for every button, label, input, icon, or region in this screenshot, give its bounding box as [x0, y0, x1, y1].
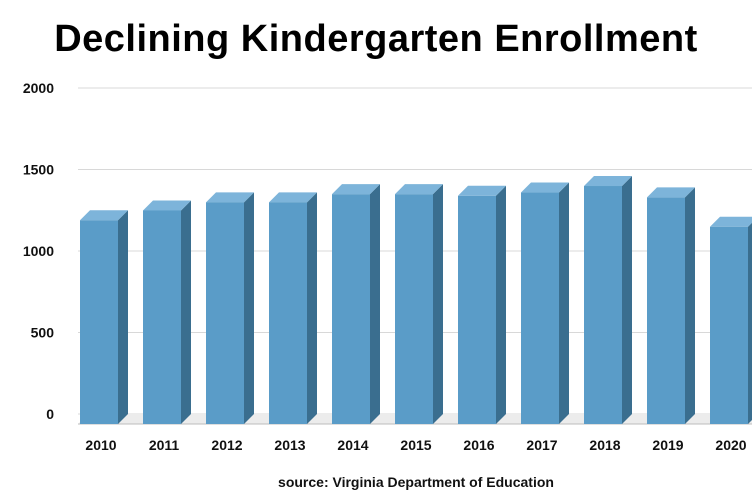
bar-side — [622, 176, 632, 424]
x-tick-label: 2015 — [400, 437, 431, 453]
bar-2020 — [710, 216, 752, 424]
bar-side — [496, 185, 506, 424]
bar-2017 — [521, 182, 569, 424]
x-tick-label: 2019 — [652, 437, 683, 453]
bar-side — [118, 210, 128, 424]
x-tick-label: 2017 — [526, 437, 557, 453]
bar-top — [395, 184, 443, 195]
bar-side — [307, 192, 317, 424]
x-tick-label: 2011 — [149, 437, 180, 453]
bar-top — [458, 185, 506, 196]
bar-side — [748, 222, 752, 424]
bar-front — [80, 220, 118, 424]
bar-front — [710, 226, 748, 424]
bar-top — [332, 184, 380, 195]
bar-side — [181, 200, 191, 424]
y-tick-label: 500 — [31, 325, 55, 341]
bar-2013 — [269, 192, 317, 424]
bar-front — [521, 192, 559, 424]
bar-front — [458, 195, 496, 424]
bar-front — [269, 202, 307, 424]
bar-top — [584, 176, 632, 187]
bar-front — [395, 194, 433, 424]
bar-front — [647, 197, 685, 424]
bar-2014 — [332, 184, 380, 424]
source-note: source: Virginia Department of Education — [278, 474, 554, 490]
x-tick-label: 2012 — [211, 437, 242, 453]
bar-2010 — [80, 210, 128, 424]
chart-title: Declining Kindergarten Enrollment — [54, 18, 698, 60]
bar-2018 — [584, 176, 632, 424]
bar-side — [685, 187, 695, 424]
y-tick-label: 1500 — [23, 162, 54, 178]
x-tick-label: 2010 — [85, 437, 116, 453]
bar-2012 — [206, 192, 254, 424]
x-tick-label: 2016 — [463, 437, 494, 453]
bar-side — [559, 182, 569, 424]
bar-front — [584, 186, 622, 424]
bar-2015 — [395, 184, 443, 424]
bar-side — [370, 184, 380, 424]
bar-top — [521, 182, 569, 193]
bar-top — [647, 187, 695, 198]
y-tick-label: 1000 — [23, 243, 54, 259]
bar-front — [332, 194, 370, 424]
bar-2019 — [647, 187, 695, 424]
y-tick-label: 0 — [46, 406, 54, 422]
bar-top — [206, 192, 254, 203]
bar-2011 — [143, 200, 191, 424]
bar-2016 — [458, 185, 506, 424]
y-axis-ticks: 0 500 1000 1500 2000 — [23, 80, 54, 422]
bar-side — [244, 192, 254, 424]
x-tick-label: 2014 — [337, 437, 368, 453]
y-tick-label: 2000 — [23, 80, 54, 96]
bar-front — [206, 202, 244, 424]
bar-front — [143, 210, 181, 424]
bar-top — [710, 216, 752, 227]
bar-top — [269, 192, 317, 203]
bar-side — [433, 184, 443, 424]
x-tick-label: 2013 — [274, 437, 305, 453]
bars — [80, 176, 752, 424]
x-tick-label: 2020 — [715, 437, 746, 453]
x-axis-ticks: 2010 2011 2012 2013 2014 2015 2016 2017 2018 2019… — [85, 437, 746, 453]
bar-top — [80, 210, 128, 221]
bar-top — [143, 200, 191, 211]
x-tick-label: 2018 — [589, 437, 620, 453]
